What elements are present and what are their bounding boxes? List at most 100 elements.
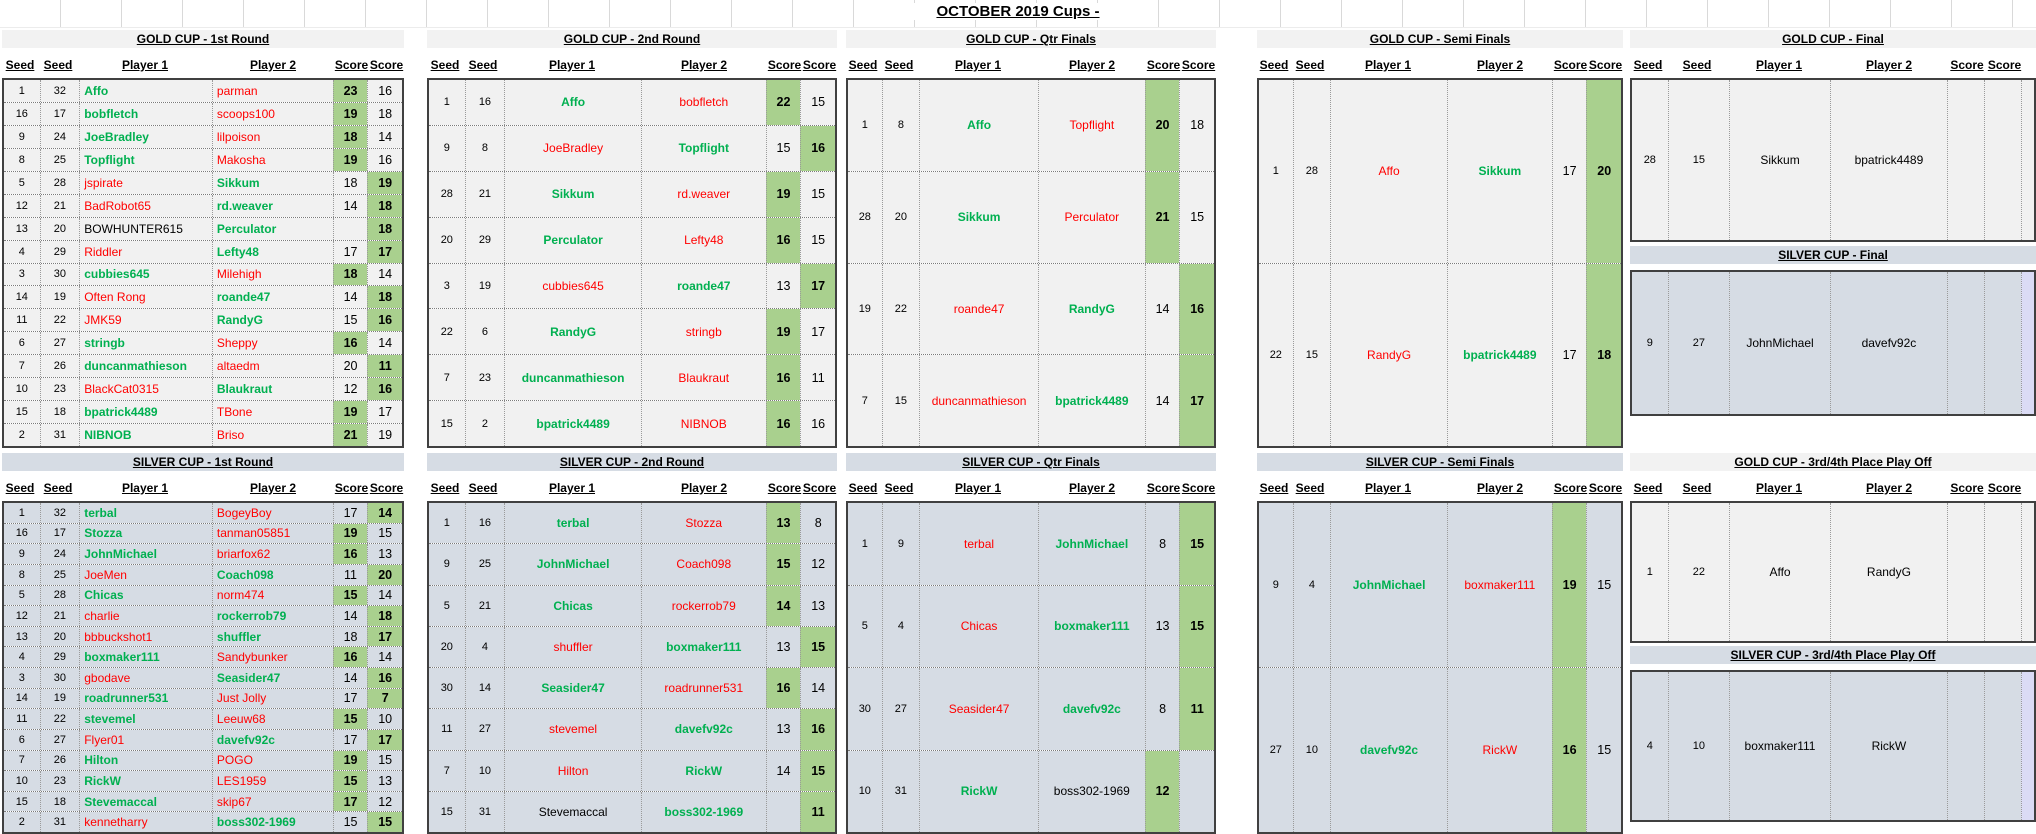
score2-cell[interactable]: 18 [367,217,402,240]
seed2-cell[interactable]: 29 [39,240,80,263]
score2-cell[interactable]: 14 [367,503,402,523]
seed1-cell[interactable]: 1 [429,503,465,544]
seed1-cell[interactable]: 6 [4,729,40,750]
player2-cell[interactable]: BogeyBoy [211,503,333,523]
player1-cell[interactable]: RandyG [504,309,641,355]
player2-cell[interactable]: POGO [211,750,333,771]
player1-cell[interactable]: bpatrick4489 [79,401,212,424]
player1-cell[interactable]: Affo [1729,503,1831,641]
seed2-cell[interactable]: 27 [881,668,920,750]
score2-cell[interactable]: 17 [367,401,402,424]
player2-cell[interactable]: RickW [1446,668,1552,832]
player1-cell[interactable]: Affo [919,80,1038,171]
player2-cell[interactable]: Sikkum [1446,80,1552,263]
player2-cell[interactable]: davefv92c [1037,668,1145,750]
score1-cell[interactable]: 13 [765,263,801,309]
player2-cell[interactable]: bpatrick4489 [1446,263,1552,446]
seed2-cell[interactable]: 25 [39,564,80,585]
seed1-cell[interactable]: 14 [4,286,40,309]
player1-cell[interactable]: roadrunner531 [79,688,212,709]
seed1-cell[interactable]: 1 [429,80,465,125]
score2-cell[interactable]: 13 [367,544,402,564]
score1-cell[interactable]: 8 [1144,503,1180,585]
player2-cell[interactable]: Topflight [1037,80,1145,171]
score1-cell[interactable] [765,791,801,832]
player2-cell[interactable]: rockerrob79 [211,606,333,626]
score2-cell[interactable]: 16 [367,378,402,401]
seed2-cell[interactable]: 4 [1292,503,1331,667]
score2-cell[interactable]: 17 [367,626,402,647]
score1-cell[interactable]: 15 [765,544,801,585]
score1-cell[interactable]: 8 [1144,668,1180,750]
edge-cell[interactable] [2021,80,2034,240]
player2-cell[interactable]: Lefty48 [211,240,333,263]
seed2-cell[interactable]: 31 [881,750,920,832]
score2-cell[interactable]: 15 [800,80,835,125]
player1-cell[interactable]: terbal [919,503,1038,585]
player2-cell[interactable]: boss302-1969 [640,791,766,832]
score1-cell[interactable]: 16 [332,332,368,355]
player1-cell[interactable]: Sikkum [919,171,1038,263]
player1-cell[interactable]: JohnMichael [79,544,212,564]
seed1-cell[interactable]: 14 [4,688,40,709]
seed1-cell[interactable]: 28 [848,171,882,263]
player1-cell[interactable]: gbodave [79,668,212,688]
player1-cell[interactable]: RickW [79,771,212,791]
score1-cell[interactable]: 20 [332,355,368,378]
score2-cell[interactable]: 11 [1179,668,1214,750]
score1-cell[interactable]: 13 [765,503,801,544]
player1-cell[interactable]: Perculator [504,217,641,263]
player2-cell[interactable]: davefv92c [1830,272,1947,414]
score1-cell[interactable]: 19 [332,148,368,171]
player1-cell[interactable]: Sikkum [1729,80,1831,240]
seed1-cell[interactable]: 3 [4,668,40,688]
score1-cell[interactable]: 16 [765,401,801,446]
seed2-cell[interactable]: 22 [1667,503,1730,641]
score1-cell[interactable]: 21 [1144,171,1180,263]
score2-cell[interactable]: 17 [800,309,835,355]
seed1-cell[interactable]: 11 [4,309,40,332]
player1-cell[interactable]: terbal [504,503,641,544]
seed2-cell[interactable]: 15 [1292,263,1331,446]
seed2-cell[interactable]: 32 [39,503,80,523]
seed1-cell[interactable]: 22 [429,309,465,355]
player2-cell[interactable]: Stozza [640,503,766,544]
seed2-cell[interactable]: 16 [464,503,505,544]
player1-cell[interactable]: duncanmathieson [79,355,212,378]
player1-cell[interactable]: boxmaker111 [1729,672,1831,820]
score2-cell[interactable]: 18 [367,194,402,217]
player2-cell[interactable]: stringb [640,309,766,355]
seed1-cell[interactable]: 1 [848,80,882,171]
player1-cell[interactable]: Affo [79,80,212,102]
player1-cell[interactable]: duncanmathieson [919,355,1038,446]
player2-cell[interactable]: NIBNOB [640,401,766,446]
score2-cell[interactable]: 14 [367,585,402,606]
player2-cell[interactable]: Just Jolly [211,688,333,709]
player2-cell[interactable]: Blaukraut [211,378,333,401]
seed2-cell[interactable]: 21 [39,194,80,217]
score2-cell[interactable]: 12 [800,544,835,585]
score1-cell[interactable]: 14 [332,606,368,626]
player2-cell[interactable]: boxmaker111 [1037,585,1145,667]
score1-cell[interactable]: 15 [332,812,368,832]
seed1-cell[interactable]: 6 [4,332,40,355]
seed1-cell[interactable]: 5 [4,171,40,194]
seed2-cell[interactable]: 27 [464,709,505,750]
player2-cell[interactable]: RickW [1830,672,1947,820]
score2-cell[interactable]: 18 [1586,263,1622,446]
seed2-cell[interactable]: 4 [464,626,505,667]
score1-cell[interactable]: 15 [332,709,368,729]
player2-cell[interactable]: Blaukraut [640,355,766,401]
seed2-cell[interactable]: 26 [39,355,80,378]
score2-cell[interactable] [1984,80,2022,240]
player1-cell[interactable]: Chicas [504,585,641,626]
score2-cell[interactable]: 14 [800,668,835,709]
score2-cell[interactable]: 14 [367,332,402,355]
seed2-cell[interactable]: 20 [39,626,80,647]
player2-cell[interactable]: Sandybunker [211,647,333,667]
seed2-cell[interactable]: 30 [39,668,80,688]
score1-cell[interactable]: 15 [332,585,368,606]
player1-cell[interactable]: Sikkum [504,171,641,217]
score2-cell[interactable]: 15 [800,626,835,667]
player1-cell[interactable]: Flyer01 [79,729,212,750]
